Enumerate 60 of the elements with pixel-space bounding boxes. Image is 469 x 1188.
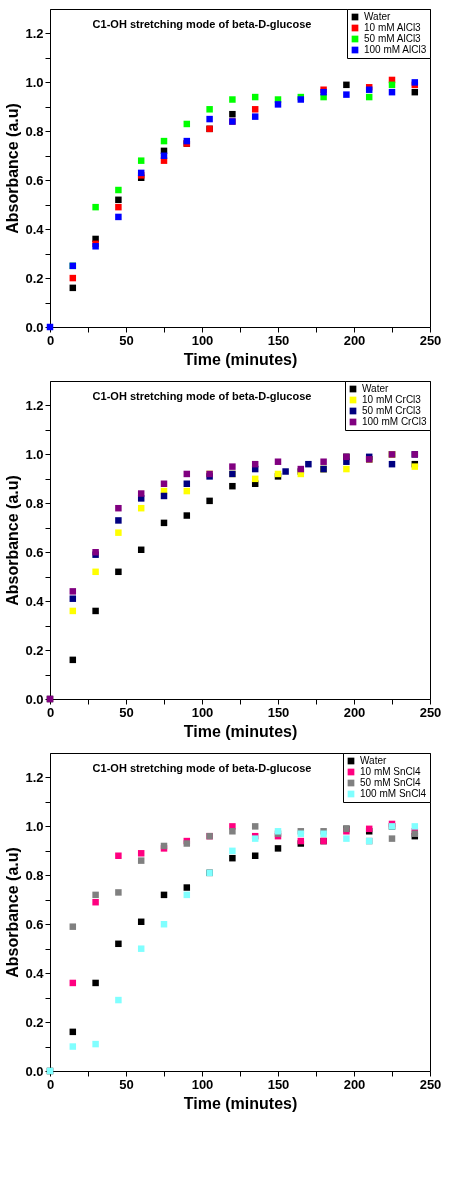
x-tick-label: 50 (119, 1076, 134, 1092)
y-tick-label: 0.8 (25, 867, 44, 883)
x-tick-label: 50 (119, 332, 134, 348)
legend-label: 10 mM SnCl4 (360, 766, 422, 777)
legend-label: 100 mM CrCl3 (362, 416, 427, 427)
x-tick-label: 50 (119, 704, 134, 720)
x-tick-label: 150 (267, 332, 290, 348)
legend-label: 50 mM SnCl4 (360, 777, 422, 788)
legend-label: 10 mM CrCl3 (362, 394, 422, 405)
y-tick-label: 0.0 (25, 691, 44, 707)
y-tick-label: 0.4 (25, 965, 45, 981)
x-axis-title: Time (minutes) (183, 350, 298, 368)
y-tick-label: 1.2 (25, 25, 44, 41)
x-axis-title: Time (minutes) (183, 722, 298, 740)
x-tick-label: 100 (191, 332, 214, 348)
y-tick-label: 0.6 (25, 544, 44, 560)
x-tick-label: 250 (419, 1076, 442, 1092)
y-tick-label: 1.0 (25, 74, 44, 90)
legend-label: Water (360, 755, 387, 766)
legend-label: 50 mM CrCl3 (362, 405, 422, 416)
x-tick-label: 150 (267, 704, 290, 720)
x-tick-label: 250 (419, 704, 442, 720)
y-tick-label: 1.0 (25, 818, 44, 834)
legend-label: Water (362, 383, 389, 394)
y-tick-label: 0.0 (25, 319, 44, 335)
y-tick-label: 1.2 (25, 397, 44, 413)
text: C1-OH stretching mode of beta-D-glucose (92, 390, 312, 402)
y-axis-title: Absorbance (a.u) (4, 475, 22, 606)
y-tick-label: 0.4 (25, 221, 45, 237)
x-axis-title: Time (minutes) (183, 1094, 298, 1112)
y-tick-label: 1.0 (25, 446, 44, 462)
y-tick-label: 1.2 (25, 769, 44, 785)
y-axis-title: Absorbance (a.u) (4, 103, 22, 234)
text: C1-OH stretching mode of beta-D-glucose (92, 18, 312, 30)
legend-label: Water (364, 11, 391, 22)
x-tick-label: 250 (419, 332, 442, 348)
x-tick-label: 100 (191, 1076, 214, 1092)
y-axis-title: Absorbance (a.u) (4, 847, 22, 978)
x-tick-label: 0 (46, 704, 55, 720)
legend-label: 50 mM AlCl3 (364, 33, 422, 44)
legend-label: 100 mM AlCl3 (364, 44, 427, 55)
y-tick-label: 0.4 (25, 593, 45, 609)
y-tick-label: 0.8 (25, 495, 44, 511)
legend-label: 10 mM AlCl3 (364, 22, 422, 33)
text: C1-OH stretching mode of beta-D-glucose (92, 762, 312, 774)
y-tick-label: 0.8 (25, 123, 44, 139)
y-tick-label: 0.6 (25, 916, 44, 932)
y-tick-label: 0.2 (25, 642, 44, 658)
y-tick-label: 0.2 (25, 270, 44, 286)
y-tick-label: 0.6 (25, 172, 44, 188)
y-tick-label: 0.0 (25, 1063, 44, 1079)
legend-label: 100 mM SnCl4 (360, 788, 427, 799)
x-tick-label: 200 (343, 332, 366, 348)
x-tick-label: 150 (267, 1076, 290, 1092)
x-tick-label: 200 (343, 1076, 366, 1092)
x-tick-label: 0 (46, 332, 55, 348)
x-tick-label: 100 (191, 704, 214, 720)
y-tick-label: 0.2 (25, 1014, 44, 1030)
x-tick-label: 0 (46, 1076, 55, 1092)
x-tick-label: 200 (343, 704, 366, 720)
